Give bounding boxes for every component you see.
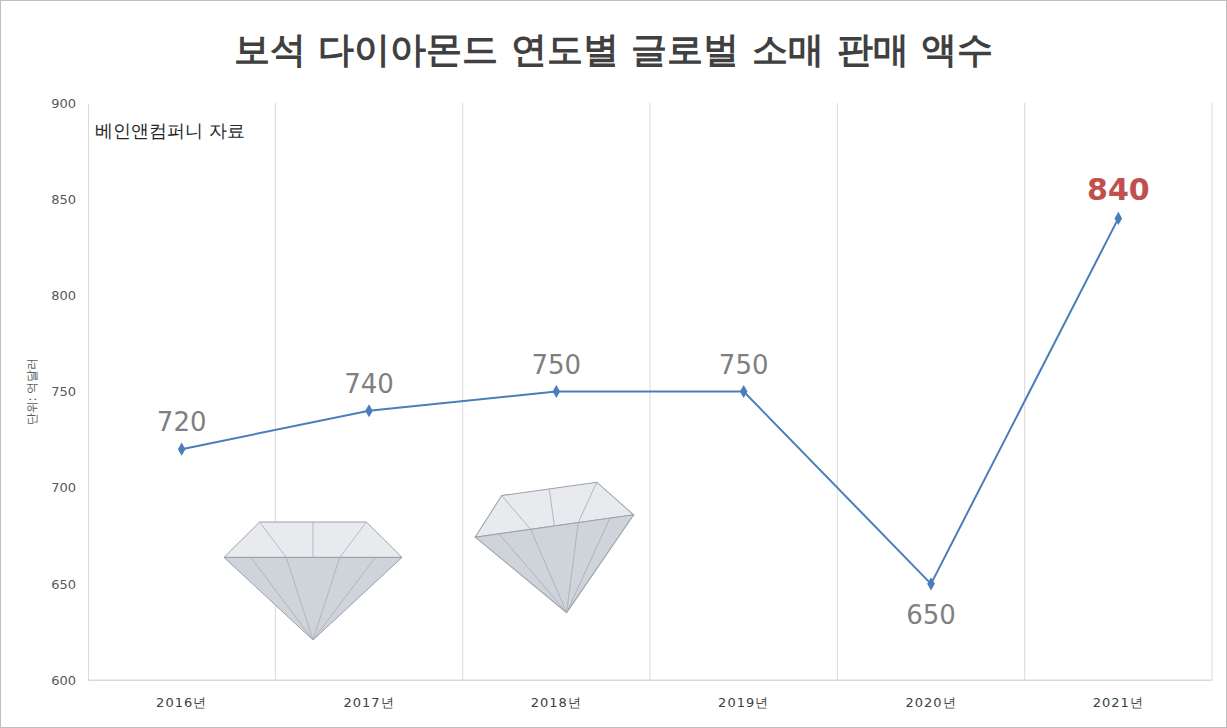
- data-label: 720: [157, 407, 207, 437]
- category-separator: [837, 103, 838, 680]
- category-separator: [1024, 103, 1025, 680]
- diamond-illustration: [470, 478, 646, 624]
- x-tick-label: 2020년: [905, 695, 956, 710]
- x-tick: 2018년: [531, 680, 582, 710]
- diamond-facet: [313, 557, 340, 640]
- chart-border: [1, 1, 1227, 728]
- y-tick: 750: [51, 384, 88, 399]
- y-tick: 850: [51, 192, 88, 207]
- x-tick: 2021년: [1093, 680, 1144, 710]
- data-marker: [553, 385, 561, 398]
- y-tick-label: 650: [51, 576, 76, 591]
- y-tick-label: 700: [51, 480, 76, 495]
- y-axis-line: [88, 104, 89, 681]
- diamond-facet: [499, 526, 567, 620]
- data-label: 740: [344, 369, 394, 399]
- chart-title: 보석 다이아몬드 연도별 글로벌 소매 판매 액수: [234, 29, 993, 70]
- x-tick: 2016년: [156, 680, 207, 710]
- data-line: [182, 218, 1119, 583]
- plot-frame-bottom: [88, 680, 1212, 681]
- x-axis: 2016년 2017년 2018년 2019년 2020년 2021년: [89, 680, 1213, 710]
- diamond-facet: [502, 492, 531, 532]
- y-tick: 650: [51, 576, 88, 591]
- y-tick-label: 900: [51, 96, 76, 111]
- y-axis-title: 단위: 억달러: [25, 358, 39, 426]
- x-tick-label: 2017년: [343, 695, 394, 710]
- diamond-facet: [260, 522, 287, 557]
- x-tick: 2019년: [718, 680, 769, 710]
- y-tick: 800: [51, 288, 88, 303]
- diamond-facet: [251, 557, 313, 640]
- y-tick-label: 750: [51, 384, 76, 399]
- data-label: 650: [906, 600, 956, 630]
- data-label: 750: [532, 350, 582, 380]
- data-labels: 720 740 750 750 650 840: [157, 172, 1150, 629]
- chart: 보석 다이아몬드 연도별 글로벌 소매 판매 액수 600 650 700 750 800…: [0, 0, 1227, 728]
- diamond-facet: [313, 557, 375, 640]
- data-label: 750: [719, 350, 769, 380]
- category-separator: [462, 103, 463, 680]
- diamond-pavilion: [475, 515, 646, 624]
- x-tick-label: 2016년: [156, 695, 207, 710]
- y-tick-label: 600: [51, 673, 76, 688]
- y-tick: 600: [51, 673, 88, 688]
- data-marker: [740, 385, 748, 398]
- diamond-facet: [573, 482, 602, 522]
- data-marker: [927, 577, 935, 590]
- plot-frame-right: [1212, 103, 1213, 680]
- source-note: 베인앤컴퍼니 자료: [95, 120, 245, 141]
- diamond-facet: [531, 526, 567, 616]
- plot-marks: [178, 212, 1122, 591]
- y-tick: 900: [51, 96, 88, 111]
- diamond-facet: [313, 522, 314, 557]
- diamond-facet: [286, 557, 313, 640]
- y-axis: 600 650 700 750 800 850 900: [51, 96, 88, 688]
- diamond-facet: [554, 518, 622, 612]
- data-marker: [1115, 212, 1123, 225]
- x-tick-label: 2018년: [531, 695, 582, 710]
- x-axis-line: [89, 680, 1213, 681]
- diamond-illustration: [224, 522, 402, 640]
- data-label: 840: [1087, 172, 1150, 207]
- x-tick: 2020년: [905, 680, 956, 710]
- y-tick-label: 850: [51, 192, 76, 207]
- x-tick: 2017년: [343, 680, 394, 710]
- diamond-crown: [224, 522, 402, 557]
- y-tick-label: 800: [51, 288, 76, 303]
- x-tick-label: 2019년: [718, 695, 769, 710]
- data-marker: [365, 404, 373, 417]
- data-marker: [178, 443, 186, 456]
- x-tick-label: 2021년: [1093, 695, 1144, 710]
- diamond-facet: [340, 522, 367, 557]
- diamond-facet: [549, 489, 554, 526]
- y-tick: 700: [51, 480, 88, 495]
- diamond-pavilion: [224, 557, 402, 640]
